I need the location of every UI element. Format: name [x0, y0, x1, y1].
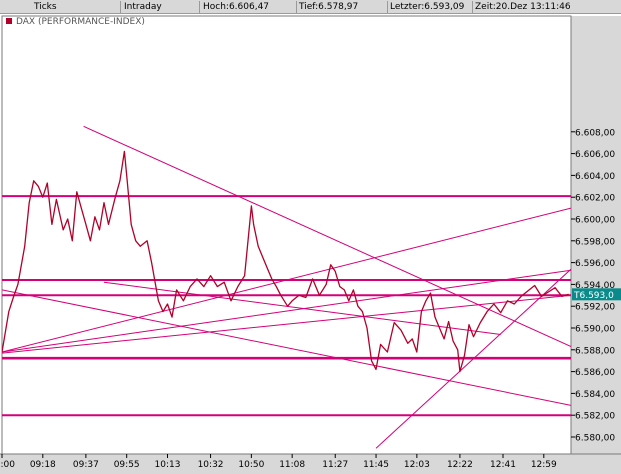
y-tick-label: 6.608,00	[575, 128, 615, 138]
last-value-label: T6.593,0	[573, 291, 614, 301]
y-tick-label: 6.586,00	[575, 368, 615, 378]
trend-line	[2, 294, 571, 354]
ticks-label[interactable]: Ticks	[34, 2, 57, 12]
y-tick-label: 6.592,00	[575, 303, 615, 313]
x-axis-panel	[0, 454, 621, 474]
trend-line	[83, 125, 571, 347]
y-tick-label: 6.582,00	[575, 412, 615, 422]
x-tick-label: 09:37	[73, 460, 99, 470]
plot-area	[1, 15, 572, 455]
info-divider	[387, 1, 388, 13]
y-tick-label: 6.598,00	[575, 237, 615, 247]
x-tick-label: 09:55	[114, 460, 140, 470]
trend-line	[2, 207, 571, 353]
info-divider	[120, 1, 121, 13]
y-tick-label: 6.580,00	[575, 434, 615, 444]
interval-label[interactable]: Intraday	[124, 2, 162, 12]
info-divider	[472, 1, 473, 13]
y-axis-panel	[571, 16, 621, 454]
chart-title: DAX (PERFORMANCE-INDEX)	[16, 17, 145, 27]
y-tick-label: 6.584,00	[575, 390, 615, 400]
info-divider	[199, 1, 200, 13]
x-tick-label: 12:03	[404, 460, 430, 470]
last-label: Letzter:6.593,09	[390, 2, 465, 12]
x-tick-label: 12:41	[490, 460, 516, 470]
y-tick-label: 6.600,00	[575, 216, 615, 226]
price-series-line	[2, 150, 569, 373]
x-tick-label: 10:32	[198, 460, 224, 470]
x-tick-label: 11:45	[363, 460, 389, 470]
info-bar: Ticks Intraday Hoch:6.606,47 Tief:6.578,…	[0, 0, 621, 14]
x-tick-label: 09:18	[30, 460, 56, 470]
trend-line	[375, 268, 571, 449]
last-value-badge	[572, 288, 621, 301]
series-marker-icon	[6, 18, 12, 24]
y-tick-label: 6.596,00	[575, 259, 615, 269]
trend-line	[2, 289, 571, 406]
high-label: Hoch:6.606,47	[203, 2, 270, 12]
trend-line	[2, 269, 571, 353]
x-tick-label: 10:13	[155, 460, 181, 470]
x-tick-label: 10:50	[238, 460, 264, 470]
y-tick-label: 6.594,00	[575, 281, 615, 291]
y-tick-label: 6.604,00	[575, 172, 615, 182]
x-tick-label: 12:22	[447, 460, 473, 470]
y-tick-label: 6.590,00	[575, 325, 615, 335]
x-tick-label: 11:27	[322, 460, 348, 470]
trend-line	[103, 281, 501, 336]
time-label: Zeit:20.Dez 13:11:46	[475, 2, 571, 12]
x-tick-label: 12:59	[531, 460, 557, 470]
x-tick-label: 09:00	[0, 460, 15, 470]
info-divider	[296, 1, 297, 13]
plot-layer	[2, 125, 571, 449]
y-tick-label: 6.606,00	[575, 150, 615, 160]
y-tick-label: 6.602,00	[575, 194, 615, 204]
y-tick-label: 6.588,00	[575, 346, 615, 356]
low-label: Tief:6.578,97	[299, 2, 359, 12]
x-tick-label: 11:08	[279, 460, 305, 470]
